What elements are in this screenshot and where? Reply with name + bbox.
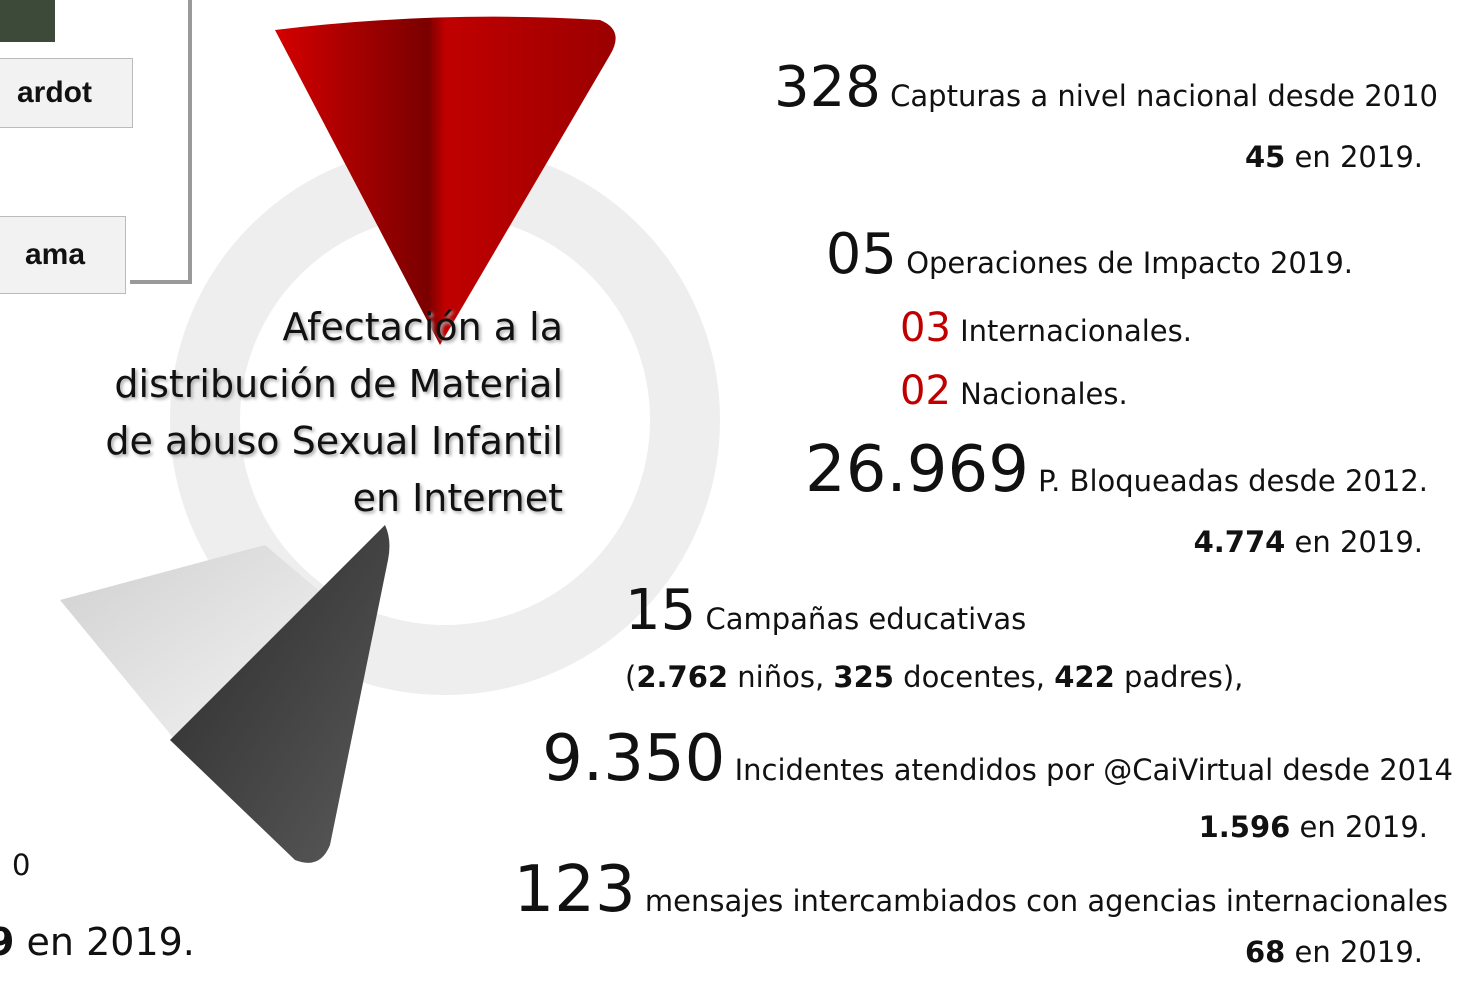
text: 0 [12, 848, 31, 882]
text: en 2019. [1294, 935, 1423, 969]
text: en 2019. [1294, 140, 1423, 174]
frame [130, 0, 192, 284]
number: 123 [513, 853, 636, 927]
stat-line: 4.774 en 2019. [1194, 525, 1423, 559]
stat-line: 9 en 2019. [0, 920, 195, 964]
text: en 2019. [1299, 810, 1428, 844]
number: 9 [0, 920, 15, 964]
number: 45 [1244, 140, 1286, 174]
stat-line: 9.350 Incidentes atendidos por @CaiVirtu… [542, 722, 1453, 796]
number: 1.596 [1198, 810, 1291, 844]
number: 05 [825, 222, 897, 287]
text: Campañas educativas [705, 602, 1027, 636]
stat-line: 26.969 P. Bloqueadas desde 2012. [805, 433, 1428, 507]
title-line: de abuso Sexual Infantil [105, 419, 563, 463]
title-line: en Internet [352, 476, 563, 520]
name-box: ama [0, 216, 126, 294]
number: 02 [900, 368, 951, 414]
text: mensajes intercambiados con agencias int… [644, 884, 1448, 918]
text: Capturas a nivel nacional desde 2010 [890, 79, 1438, 113]
name-box: ardot [0, 58, 133, 128]
text: docentes, [903, 660, 1046, 694]
text: Internacionales. [960, 314, 1192, 348]
stat-line: 68 en 2019. [1245, 935, 1423, 969]
stat-line: 1.596 en 2019. [1199, 810, 1428, 844]
light-marker [60, 545, 330, 740]
stat-line: (2.762 niños, 325 docentes, 422 padres), [625, 660, 1243, 694]
text: ( [625, 660, 637, 694]
title-line: Afectación a la [282, 305, 563, 349]
dark-marker [170, 525, 390, 863]
red-marker [275, 16, 616, 346]
title-line: distribución de Material [114, 362, 563, 406]
text: Nacionales. [960, 377, 1128, 411]
number: 422 [1054, 660, 1115, 694]
text: P. Bloqueadas desde 2012. [1038, 464, 1428, 498]
stat-line: 02 Nacionales. [900, 368, 1128, 414]
text: en 2019. [26, 920, 195, 964]
stat-line: 03 Internacionales. [900, 305, 1192, 351]
number: 4.774 [1193, 525, 1286, 559]
number: 03 [900, 305, 951, 351]
stat-line: 328 Capturas a nivel nacional desde 2010 [774, 55, 1438, 120]
text: Incidentes atendidos por @CaiVirtual des… [734, 753, 1453, 787]
stat-line: 15 Campañas educativas [625, 578, 1026, 643]
photo [0, 0, 55, 42]
number: 68 [1244, 935, 1286, 969]
stat-line: 123 mensajes intercambiados con agencias… [514, 853, 1448, 927]
text: padres), [1124, 660, 1244, 694]
text: en 2019. [1294, 525, 1423, 559]
number: 2.762 [636, 660, 729, 694]
number: 328 [774, 55, 881, 120]
number: 26.969 [804, 433, 1029, 507]
text: Operaciones de Impacto 2019. [906, 246, 1353, 280]
number: 325 [833, 660, 894, 694]
number: 15 [625, 578, 697, 643]
number: 9.350 [542, 722, 726, 796]
text: niños, [737, 660, 825, 694]
stat-line: 05 Operaciones de Impacto 2019. [826, 222, 1353, 287]
stat-line: 45 en 2019. [1245, 140, 1423, 174]
